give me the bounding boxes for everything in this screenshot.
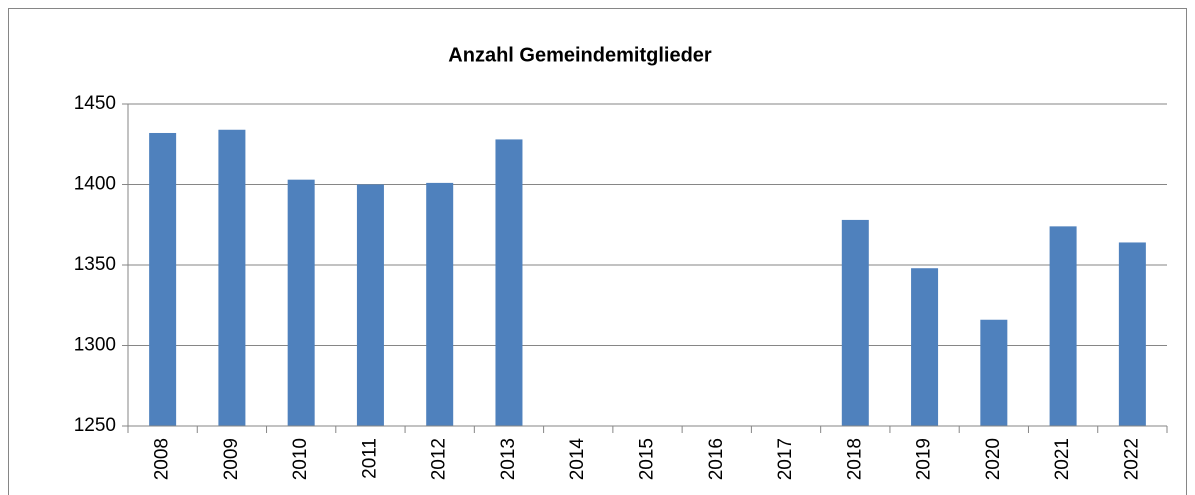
y-tick-label: 1450 [74, 93, 116, 114]
x-tick-label: 2017 [775, 438, 796, 480]
x-tick-label: 2018 [844, 438, 865, 480]
chart-title: Anzahl Gemeindemitglieder [448, 44, 712, 66]
x-tick-label: 2013 [498, 438, 519, 480]
bar [218, 129, 246, 426]
bar [495, 139, 523, 427]
x-tick-label: 2021 [1052, 438, 1073, 480]
x-tick-label: 2008 [152, 438, 173, 480]
bar [911, 268, 939, 426]
bar [356, 184, 384, 426]
bar [841, 219, 869, 426]
y-tick-label: 1400 [74, 174, 116, 195]
x-tick-label: 2009 [221, 438, 242, 480]
x-tick-label: 2022 [1121, 438, 1142, 480]
x-tick-label: 2012 [429, 438, 450, 480]
x-tick-label: 2015 [637, 438, 658, 480]
x-tick-label: 2010 [290, 438, 311, 480]
bar [149, 132, 177, 427]
x-tick-label: 2014 [567, 438, 588, 481]
x-tick-label: 2019 [914, 438, 935, 480]
chart-border [8, 8, 1187, 495]
x-tick-label: 2020 [983, 438, 1004, 480]
bar [287, 179, 315, 426]
y-tick-label: 1350 [74, 254, 116, 275]
bar [426, 182, 454, 426]
bar [1118, 242, 1146, 426]
y-tick-label: 1300 [74, 335, 116, 356]
y-tick-label: 1250 [74, 415, 116, 436]
x-tick-label: 2016 [706, 438, 727, 480]
bar [1049, 226, 1077, 426]
bar [980, 319, 1008, 426]
x-tick-label: 2011 [359, 438, 380, 479]
